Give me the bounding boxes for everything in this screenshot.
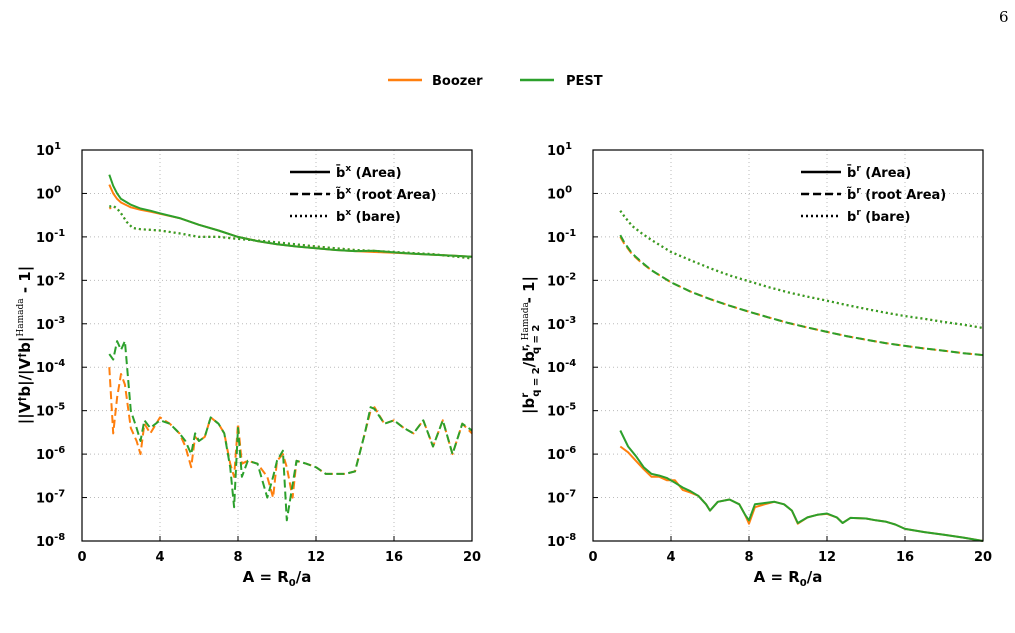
right-style-legend: b̄r (Area) b̃r (root Area) br (bare) bbox=[801, 164, 946, 225]
left-y-axis-label: ||V†b|/|V†b|Hamada - 1| bbox=[16, 266, 35, 424]
left-legend-label-root-area: b̃x (root Area) bbox=[336, 186, 437, 203]
page-number: 6 bbox=[999, 8, 1009, 26]
x-tick-label: 20 bbox=[463, 550, 481, 565]
x-tick-label: 0 bbox=[77, 550, 86, 565]
left-style-legend: b̄x (Area) b̃x (root Area) bx (bare) bbox=[290, 164, 437, 225]
x-tick-label: 8 bbox=[744, 550, 753, 565]
color-legend: Boozer PEST bbox=[388, 74, 603, 89]
right-legend-label-area: b̄r (Area) bbox=[847, 164, 912, 181]
series-line-0 bbox=[619, 210, 984, 330]
right-y-axis-label: |brq = 2/br, Hamadaq = 2 - 1| bbox=[520, 276, 542, 414]
y-tick-label: 10-2 bbox=[547, 271, 576, 289]
y-tick-label: 10-6 bbox=[36, 445, 65, 463]
y-tick-label: 100 bbox=[36, 184, 61, 202]
right-x-tick-labels: 0 4 8 12 16 20 bbox=[588, 550, 992, 565]
right-legend-label-bare: br (bare) bbox=[847, 208, 910, 225]
x-tick-label: 4 bbox=[155, 550, 164, 565]
y-tick-label: 10-5 bbox=[547, 402, 576, 420]
y-tick-label: 10-1 bbox=[547, 228, 576, 246]
y-tick-label: 10-1 bbox=[36, 228, 65, 246]
right-legend-label-root-area: b̃r (root Area) bbox=[847, 186, 947, 203]
x-tick-label: 20 bbox=[974, 550, 992, 565]
left-legend-label-bare: bx (bare) bbox=[336, 208, 401, 225]
series-line-5 bbox=[619, 430, 984, 542]
right-panel: 10-8 10-7 10-6 10-5 10-4 10-3 10-2 10-1 100 101 0… bbox=[520, 141, 992, 589]
left-panel: 10-8 10-7 10-6 10-5 10-4 10-3 10-2 10-1 100 101 0… bbox=[16, 141, 481, 589]
x-tick-label: 12 bbox=[307, 550, 325, 565]
left-series bbox=[108, 174, 473, 522]
right-x-axis-label: A = R0/a bbox=[754, 568, 823, 589]
series-line-1 bbox=[619, 210, 984, 330]
series-line-4 bbox=[619, 445, 984, 542]
y-tick-label: 10-8 bbox=[547, 532, 576, 550]
left-x-tick-labels: 0 4 8 12 16 20 bbox=[77, 550, 481, 565]
series-line-5 bbox=[108, 340, 473, 522]
y-tick-label: 10-3 bbox=[36, 315, 65, 333]
left-y-tick-labels: 10-8 10-7 10-6 10-5 10-4 10-3 10-2 10-1 100 101 bbox=[36, 141, 65, 550]
series-line-3 bbox=[109, 204, 473, 260]
x-tick-label: 12 bbox=[818, 550, 836, 565]
left-legend-label-area: b̄x (Area) bbox=[336, 164, 402, 181]
right-series bbox=[619, 210, 984, 542]
x-tick-label: 16 bbox=[385, 550, 403, 565]
y-tick-label: 10-3 bbox=[547, 315, 576, 333]
right-plot-frame bbox=[592, 149, 984, 542]
left-x-axis-label: A = R0/a bbox=[243, 568, 312, 589]
y-tick-label: 10-4 bbox=[36, 358, 65, 376]
series-line-3 bbox=[619, 234, 984, 357]
y-tick-label: 10-5 bbox=[36, 402, 65, 420]
y-tick-label: 10-2 bbox=[36, 271, 65, 289]
y-tick-label: 10-8 bbox=[36, 532, 65, 550]
x-tick-label: 0 bbox=[588, 550, 597, 565]
legend-label-boozer: Boozer bbox=[432, 74, 483, 89]
y-tick-label: 10-7 bbox=[547, 489, 576, 507]
legend-label-pest: PEST bbox=[566, 74, 603, 89]
y-tick-label: 10-4 bbox=[547, 358, 576, 376]
y-tick-label: 101 bbox=[36, 141, 61, 159]
y-tick-label: 10-6 bbox=[547, 445, 576, 463]
left-plot-frame bbox=[81, 149, 473, 542]
right-grid bbox=[592, 149, 984, 542]
x-tick-label: 8 bbox=[233, 550, 242, 565]
series-line-1 bbox=[108, 174, 473, 258]
y-tick-label: 100 bbox=[547, 184, 572, 202]
x-tick-label: 4 bbox=[666, 550, 675, 565]
y-tick-label: 10-7 bbox=[36, 489, 65, 507]
y-tick-label: 101 bbox=[547, 141, 572, 159]
x-tick-label: 16 bbox=[896, 550, 914, 565]
series-line-4 bbox=[108, 367, 473, 499]
right-y-tick-labels: 10-8 10-7 10-6 10-5 10-4 10-3 10-2 10-1 100 101 bbox=[547, 141, 576, 550]
